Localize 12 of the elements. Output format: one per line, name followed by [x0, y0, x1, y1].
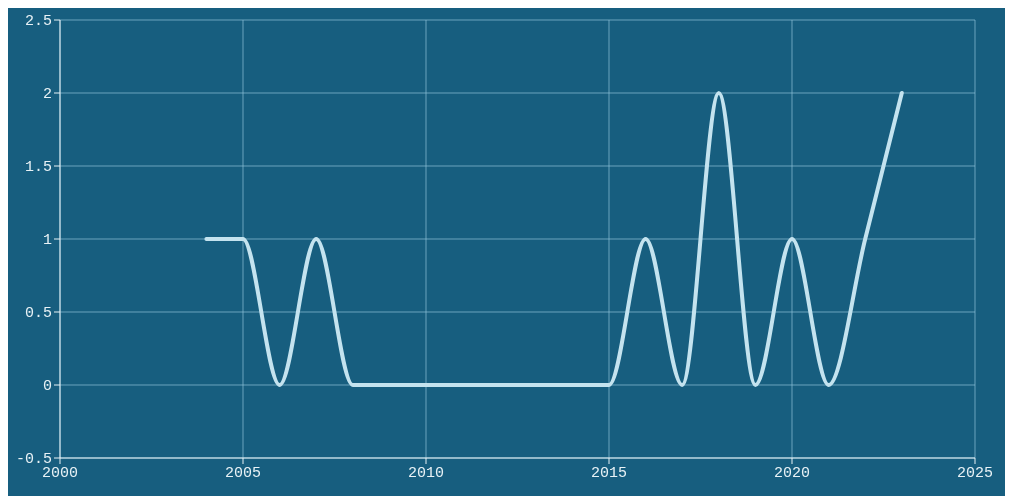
y-tick-label: 2	[42, 86, 52, 104]
x-tick-label: 2000	[41, 464, 79, 482]
y-tick-label: 0	[42, 378, 52, 396]
y-tick-label: 1	[42, 232, 52, 250]
y-tick-label: 0.5	[24, 305, 52, 323]
x-tick-label: 2025	[956, 464, 994, 482]
x-tick-label: 2005	[224, 464, 262, 482]
y-tick-label: 2.5	[24, 13, 52, 31]
x-tick-label: 2020	[773, 464, 811, 482]
x-tick-label: 2010	[407, 464, 445, 482]
y-tick-label: 1.5	[24, 159, 52, 177]
x-tick-label: 2015	[590, 464, 628, 482]
